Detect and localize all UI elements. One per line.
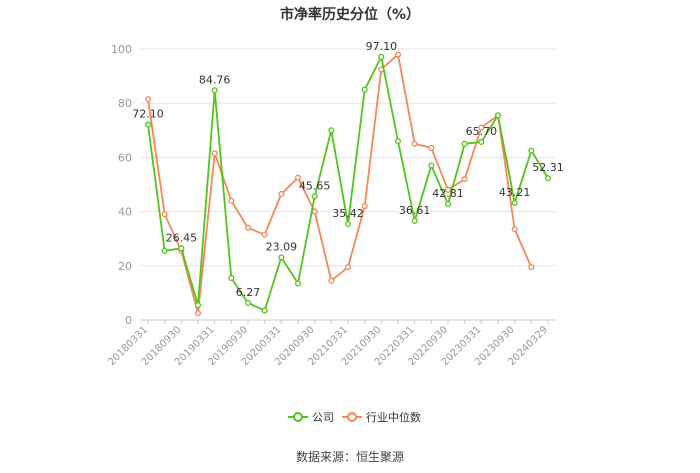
company-data-point bbox=[411, 217, 418, 224]
industry-data-point bbox=[528, 264, 535, 271]
company-data-label: 45.65 bbox=[299, 179, 331, 192]
industry-data-point bbox=[444, 186, 452, 193]
company-data-point bbox=[294, 280, 302, 287]
y-tick-label: 40 bbox=[118, 206, 132, 219]
legend-company-label: 公司 bbox=[312, 411, 334, 424]
company-data-point bbox=[461, 140, 468, 147]
company-data-point bbox=[394, 138, 402, 145]
y-tick-label: 0 bbox=[125, 314, 132, 327]
company-data-point bbox=[144, 121, 152, 128]
company-data-label: 65.70 bbox=[466, 125, 498, 138]
company-data-point bbox=[328, 127, 335, 134]
industry-data-point bbox=[244, 224, 252, 231]
industry-data-point bbox=[278, 190, 285, 198]
industry-data-point bbox=[144, 96, 152, 103]
industry-data-point bbox=[161, 211, 168, 218]
company-data-point bbox=[428, 162, 435, 169]
legend-industry-label: 行业中位数 bbox=[366, 410, 421, 424]
y-tick-label: 60 bbox=[118, 151, 132, 164]
company-data-label: 23.09 bbox=[266, 240, 298, 253]
company-data-point bbox=[211, 87, 218, 94]
company-data-label: 72.10 bbox=[132, 108, 164, 121]
company-data-point bbox=[528, 147, 535, 154]
company-data-label: 97.10 bbox=[366, 40, 398, 53]
company-data-point bbox=[494, 112, 502, 119]
industry-data-point bbox=[294, 174, 302, 181]
industry-data-point bbox=[194, 310, 202, 317]
industry-data-point bbox=[478, 124, 485, 131]
company-data-point bbox=[244, 299, 252, 307]
industry-data-point bbox=[428, 144, 435, 151]
company-data-point bbox=[478, 138, 485, 146]
company-data-label: 42.81 bbox=[432, 187, 464, 200]
industry-series-line bbox=[147, 53, 533, 315]
company-data-point bbox=[311, 193, 318, 200]
industry-data-point bbox=[394, 51, 402, 58]
industry-data-point bbox=[228, 197, 235, 204]
industry-data-point bbox=[261, 231, 268, 238]
industry-data-point bbox=[411, 140, 418, 147]
company-series-line bbox=[147, 56, 549, 312]
company-data-label: 43.21 bbox=[499, 186, 531, 199]
company-data-point bbox=[261, 307, 268, 314]
company-data-point bbox=[511, 199, 518, 206]
legend-industry-marker-icon bbox=[347, 412, 357, 422]
y-tick-label: 20 bbox=[118, 260, 132, 273]
industry-data-point bbox=[328, 277, 335, 284]
industry-data-point bbox=[511, 226, 518, 233]
company-data-label: 36.61 bbox=[399, 204, 431, 217]
company-data-point bbox=[178, 245, 185, 252]
y-tick-label: 100 bbox=[111, 43, 132, 56]
company-data-point bbox=[544, 175, 552, 182]
chart-title: 市净率历史分位（%） bbox=[279, 7, 421, 23]
data-source-footer: 数据来源：恒生聚源 bbox=[295, 450, 404, 464]
company-data-label: 84.76 bbox=[199, 73, 231, 86]
company-data-point bbox=[378, 53, 385, 60]
company-data-point bbox=[344, 220, 352, 228]
company-data-label: 52.31 bbox=[532, 161, 564, 174]
industry-data-point bbox=[461, 176, 468, 183]
company-data-label: 35.42 bbox=[332, 207, 364, 220]
industry-data-point bbox=[211, 150, 218, 157]
industry-data-point bbox=[344, 264, 352, 271]
company-data-point bbox=[228, 274, 235, 282]
company-data-point bbox=[444, 200, 452, 208]
industry-data-point bbox=[361, 203, 368, 210]
company-data-point bbox=[194, 302, 202, 309]
y-tick-label: 80 bbox=[118, 97, 132, 110]
company-data-point bbox=[361, 86, 368, 93]
company-data-point bbox=[278, 254, 285, 261]
company-data-point bbox=[161, 247, 168, 254]
company-data-label: 26.45 bbox=[166, 231, 198, 244]
company-data-label: 6.27 bbox=[236, 286, 261, 299]
legend-company-marker-icon bbox=[293, 412, 303, 422]
